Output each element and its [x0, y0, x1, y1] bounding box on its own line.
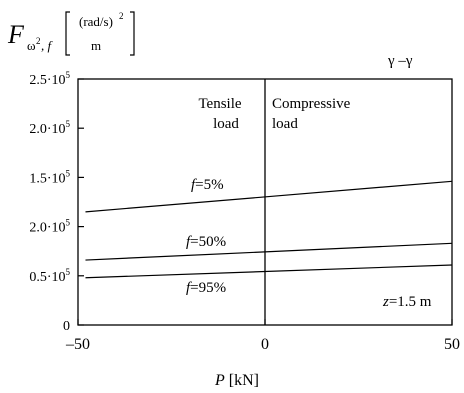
y-tick-label-5: 2.5·105: [29, 70, 70, 88]
bracket-right: [130, 11, 135, 56]
series-label-f5-val: =5%: [195, 177, 223, 193]
depth-annotation-sym: z: [382, 294, 389, 310]
y-axis-sub1: ω: [27, 38, 36, 53]
series-label-f50: f=50%: [186, 234, 226, 250]
series-line-1: [85, 242, 453, 261]
y-tick-label-1: 0.5·105: [29, 267, 70, 285]
series-label-f95-sym: f: [186, 280, 192, 296]
series-line-0: [85, 180, 453, 213]
x-axis-title: P [kN]: [214, 372, 259, 389]
x-axis-symbol: P: [214, 372, 225, 389]
y-tick-label-0: 0: [63, 319, 70, 334]
region-right-line1: Compressive: [272, 96, 351, 112]
x-tick-label-1: 0: [261, 336, 269, 353]
depth-annotation: z=1.5 m: [382, 294, 432, 310]
series-label-f5: f=5%: [191, 177, 224, 193]
y-tick-label-3: 1.5·105: [29, 168, 70, 186]
series-label-f95: f=95%: [186, 280, 226, 296]
y-axis-sub2: , f: [41, 38, 54, 53]
unit-numerator-sup: 2: [119, 11, 124, 21]
y-tick-label-4: 2.0·105: [29, 119, 70, 137]
series-layer: [85, 180, 453, 279]
series-line-2: [85, 264, 453, 279]
y-tick-label-2: 2.0·105: [29, 218, 70, 236]
region-right-line2: load: [272, 116, 298, 132]
series-label-f50-sym: f: [186, 234, 192, 250]
x-tick-label-0: –50: [65, 336, 90, 353]
y-axis-title: F ω 2 , f (rad/s) 2 m: [7, 11, 135, 56]
x-axis-unit: [kN]: [225, 372, 259, 389]
y-axis-sub-sup: 2: [36, 36, 41, 46]
axis-ticks: –50 0 50 0 0.5·105 2.0·105 1.5·105 2.0·105 2.5·1…: [29, 70, 460, 353]
bracket-left: [65, 11, 70, 56]
region-left-line1: Tensile: [198, 96, 241, 112]
y-axis-symbol: F: [7, 20, 25, 49]
unit-denominator: m: [91, 38, 101, 53]
corner-label: γ –γ: [387, 53, 413, 69]
depth-annotation-val: =1.5 m: [389, 294, 432, 310]
region-left-line2: load: [213, 116, 239, 132]
series-label-f5-sym: f: [191, 177, 197, 193]
x-tick-label-2: 50: [444, 336, 460, 353]
unit-numerator: (rad/s): [79, 14, 113, 29]
series-label-f50-val: =50%: [190, 234, 226, 250]
series-label-f95-val: =95%: [190, 280, 226, 296]
